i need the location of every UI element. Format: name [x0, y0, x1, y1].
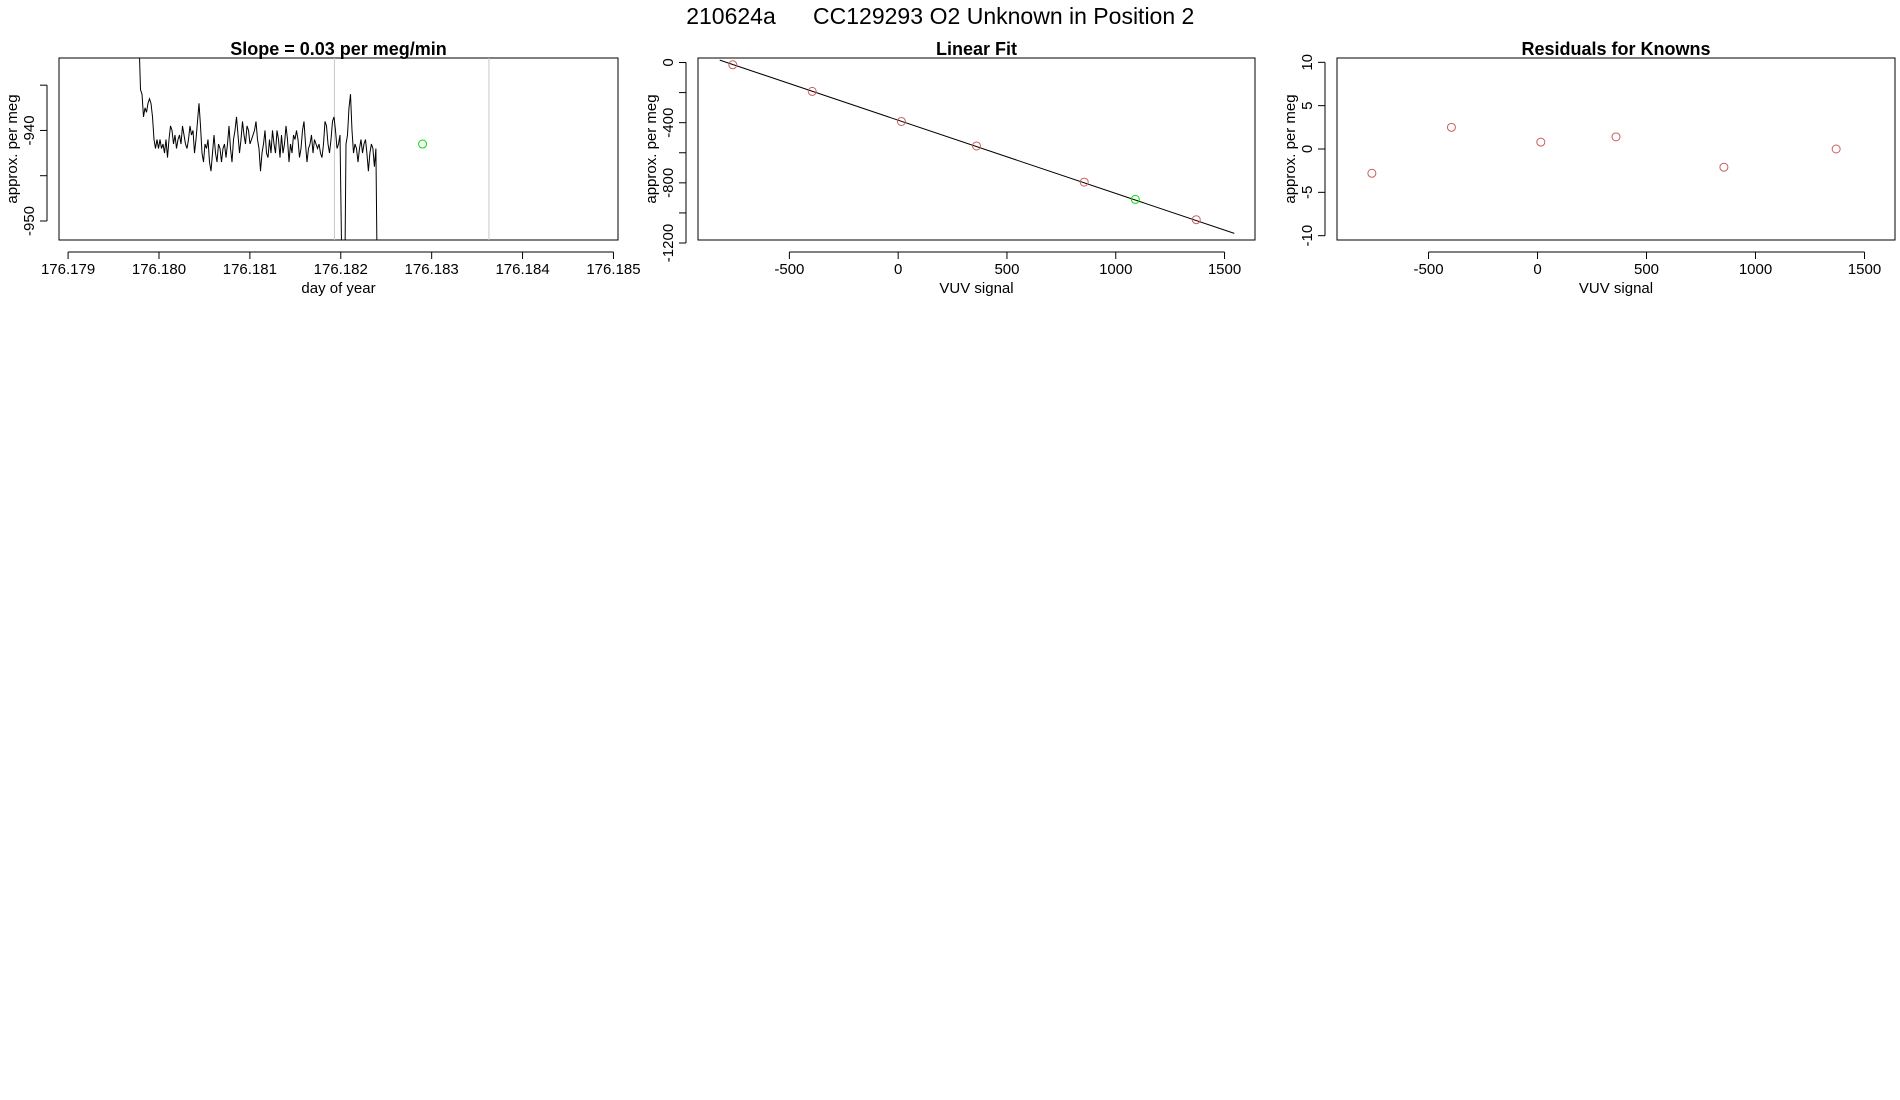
fit-line: [719, 59, 1235, 234]
linear-fit-x-tick-label: -500: [774, 261, 804, 278]
residual-point: [1367, 168, 1377, 178]
residuals-x-tick-label: -500: [1414, 261, 1444, 278]
residual-point: [1446, 122, 1456, 132]
cylinder-id-label: CC129293: [813, 3, 923, 29]
linear-fit-y-tick-label: -400: [660, 108, 677, 138]
residuals-data-layer: [1367, 122, 1841, 178]
linear-fit-x-tick-label: 0: [894, 261, 902, 278]
timeseries-x-tick-label: 176.181: [223, 261, 277, 278]
known-standard-point: [807, 86, 817, 96]
run-id-label: 210624a: [686, 3, 776, 29]
linear-fit-x-tick-label: 500: [994, 261, 1019, 278]
timeseries-plot-frame: [58, 57, 619, 241]
linear-fit-title: Linear Fit: [936, 39, 1017, 59]
residuals-xlabel: VUV signal: [1579, 280, 1653, 297]
linear-fit-y-tick-label: 0: [660, 58, 677, 66]
residual-point: [1719, 162, 1729, 172]
linear-fit-plot-frame: [697, 57, 1256, 241]
linear-fit-y-tick-label: -800: [660, 168, 677, 198]
residuals-ylabel: approx. per meg: [1282, 94, 1299, 203]
residuals-x-tick-label: 1500: [1848, 261, 1881, 278]
residuals-x-tick-label: 1000: [1739, 261, 1772, 278]
timeseries-panel: Slope = 0.03 per meg/min day of year app…: [4, 39, 641, 297]
timeseries-x-tick-label: 176.184: [495, 261, 549, 278]
residual-point: [1536, 137, 1546, 147]
linear-fit-x-tick-label: 1000: [1099, 261, 1132, 278]
linear-fit-data-layer: [719, 59, 1235, 234]
timeseries-xlabel: day of year: [301, 280, 375, 297]
known-standard-point: [1191, 215, 1201, 225]
residuals-panel: Residuals for Knowns VUV signal approx. …: [1282, 39, 1896, 297]
residual-point: [1831, 144, 1841, 154]
timeseries-y-tick-label: -940: [21, 115, 38, 145]
residuals-x-tick-label: 500: [1634, 261, 1659, 278]
residuals-plot-frame: [1336, 57, 1896, 241]
known-standard-point: [896, 116, 906, 126]
timeseries-line: [139, 58, 378, 240]
residuals-title: Residuals for Knowns: [1521, 39, 1710, 59]
residuals-y-tick-label: 5: [1299, 101, 1316, 109]
timeseries-x-tick-label: 176.179: [41, 261, 95, 278]
residual-point: [1611, 132, 1621, 142]
known-standard-point: [728, 60, 738, 70]
unknown-sample-point: [1130, 194, 1140, 204]
residuals-x-tick-label: 0: [1533, 261, 1541, 278]
timeseries-x-tick-label: 176.183: [405, 261, 459, 278]
timeseries-ylabel: approx. per meg: [4, 94, 21, 203]
linear-fit-xlabel: VUV signal: [939, 280, 1013, 297]
linear-fit-ylabel: approx. per meg: [643, 94, 660, 203]
residuals-y-tick-label: 10: [1299, 54, 1316, 71]
timeseries-data-layer: [139, 58, 490, 240]
timeseries-x-tick-label: 176.180: [132, 261, 186, 278]
linear-fit-x-tick-label: 1500: [1208, 261, 1241, 278]
timeseries-mean-point: [418, 139, 428, 149]
timeseries-y-tick-label: -950: [21, 206, 38, 236]
timeseries-title: Slope = 0.03 per meg/min: [230, 39, 447, 59]
known-standard-point: [972, 141, 981, 151]
known-standard-point: [1079, 177, 1089, 187]
residuals-y-tick-label: -10: [1299, 225, 1316, 247]
linear-fit-y-tick-label: -1200: [660, 224, 677, 262]
residuals-y-tick-label: 0: [1299, 145, 1316, 153]
timeseries-x-tick-label: 176.182: [314, 261, 368, 278]
description-label: O2 Unknown in Position 2: [930, 3, 1195, 29]
linear-fit-panel: Linear Fit VUV signal approx. per meg -5…: [643, 39, 1256, 297]
residuals-y-tick-label: -5: [1299, 186, 1316, 199]
timeseries-x-tick-label: 176.185: [586, 261, 640, 278]
